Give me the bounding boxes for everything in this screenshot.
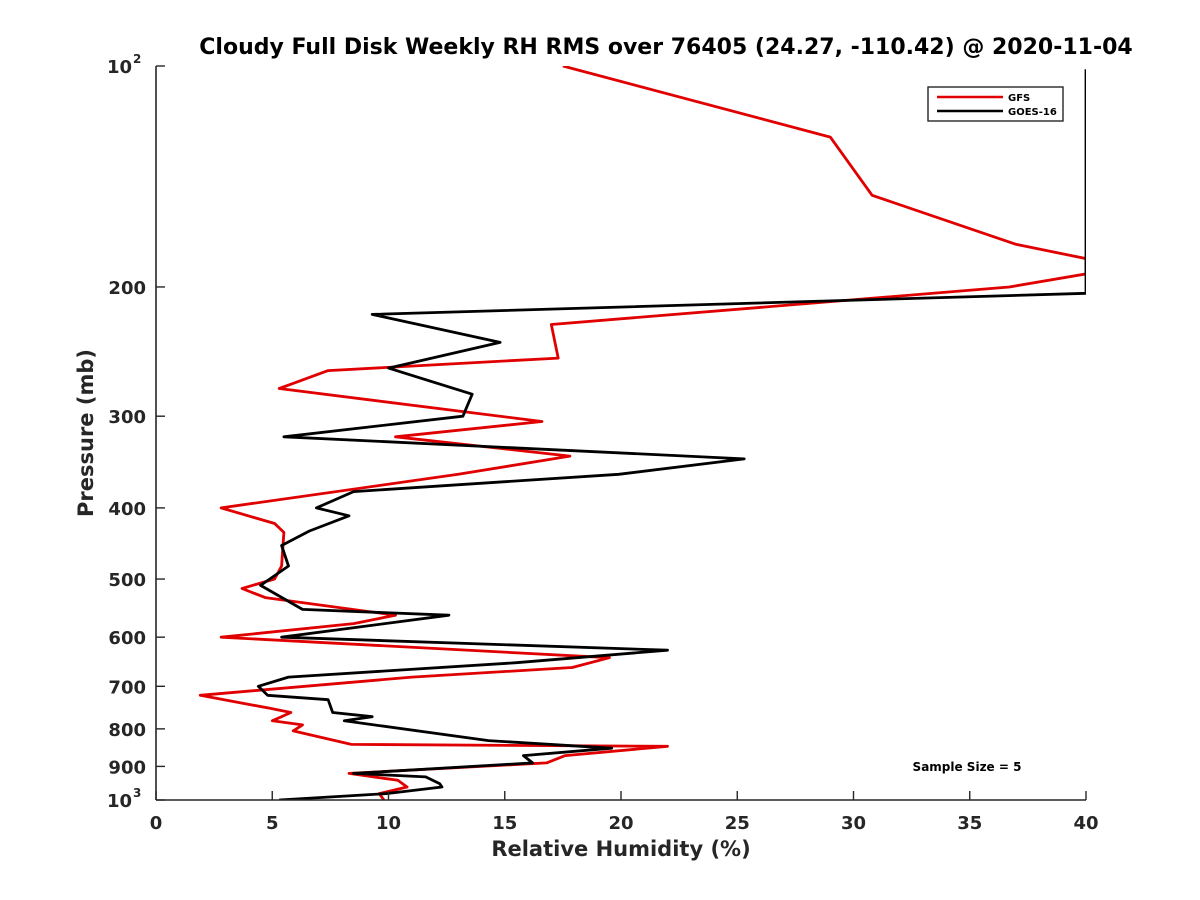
y-tick-label: 10 — [107, 791, 132, 812]
y-tick-label: 200 — [108, 278, 146, 299]
x-tick-label: 5 — [266, 813, 279, 834]
y-tick-label: 500 — [108, 570, 146, 591]
x-ticks: 0 5 10 15 20 25 30 35 40 — [150, 791, 1099, 834]
sample-size-annotation: Sample Size = 5 — [913, 760, 1022, 774]
x-tick-label: 25 — [725, 813, 750, 834]
legend-label-goes16: GOES-16 — [1008, 107, 1057, 118]
y-tick-label: 300 — [108, 407, 146, 428]
series-line-goes16 — [256, 69, 1086, 800]
y-tick-label: 10 — [107, 57, 132, 78]
x-tick-label: 20 — [608, 813, 633, 834]
legend-box — [927, 86, 1064, 122]
x-tick-label: 10 — [376, 813, 401, 834]
y-tick-label: 400 — [108, 499, 146, 520]
x-tick-label: 35 — [957, 813, 982, 834]
x-tick-label: 30 — [841, 813, 866, 834]
y-tick-label: 700 — [108, 677, 146, 698]
y-tick-label: 800 — [108, 720, 146, 741]
y-tick-exponent: 2 — [133, 52, 141, 66]
plot-area — [156, 66, 1086, 800]
y-axis-label: Pressure (mb) — [74, 349, 98, 517]
y-tick-label: 900 — [108, 757, 146, 778]
legend-label-gfs: GFS — [1008, 93, 1030, 104]
x-tick-label: 40 — [1073, 813, 1098, 834]
chart-title: Cloudy Full Disk Weekly RH RMS over 7640… — [199, 35, 1132, 60]
x-tick-label: 15 — [492, 813, 517, 834]
y-tick-exponent: 3 — [133, 786, 141, 800]
series-line-gfs — [198, 66, 1086, 800]
y-tick-label: 600 — [108, 628, 146, 649]
x-tick-label: 0 — [150, 813, 163, 834]
legend: GFS GOES-16 — [927, 86, 1064, 122]
x-axis-label: Relative Humidity (%) — [491, 837, 750, 861]
series-layer — [198, 66, 1086, 800]
